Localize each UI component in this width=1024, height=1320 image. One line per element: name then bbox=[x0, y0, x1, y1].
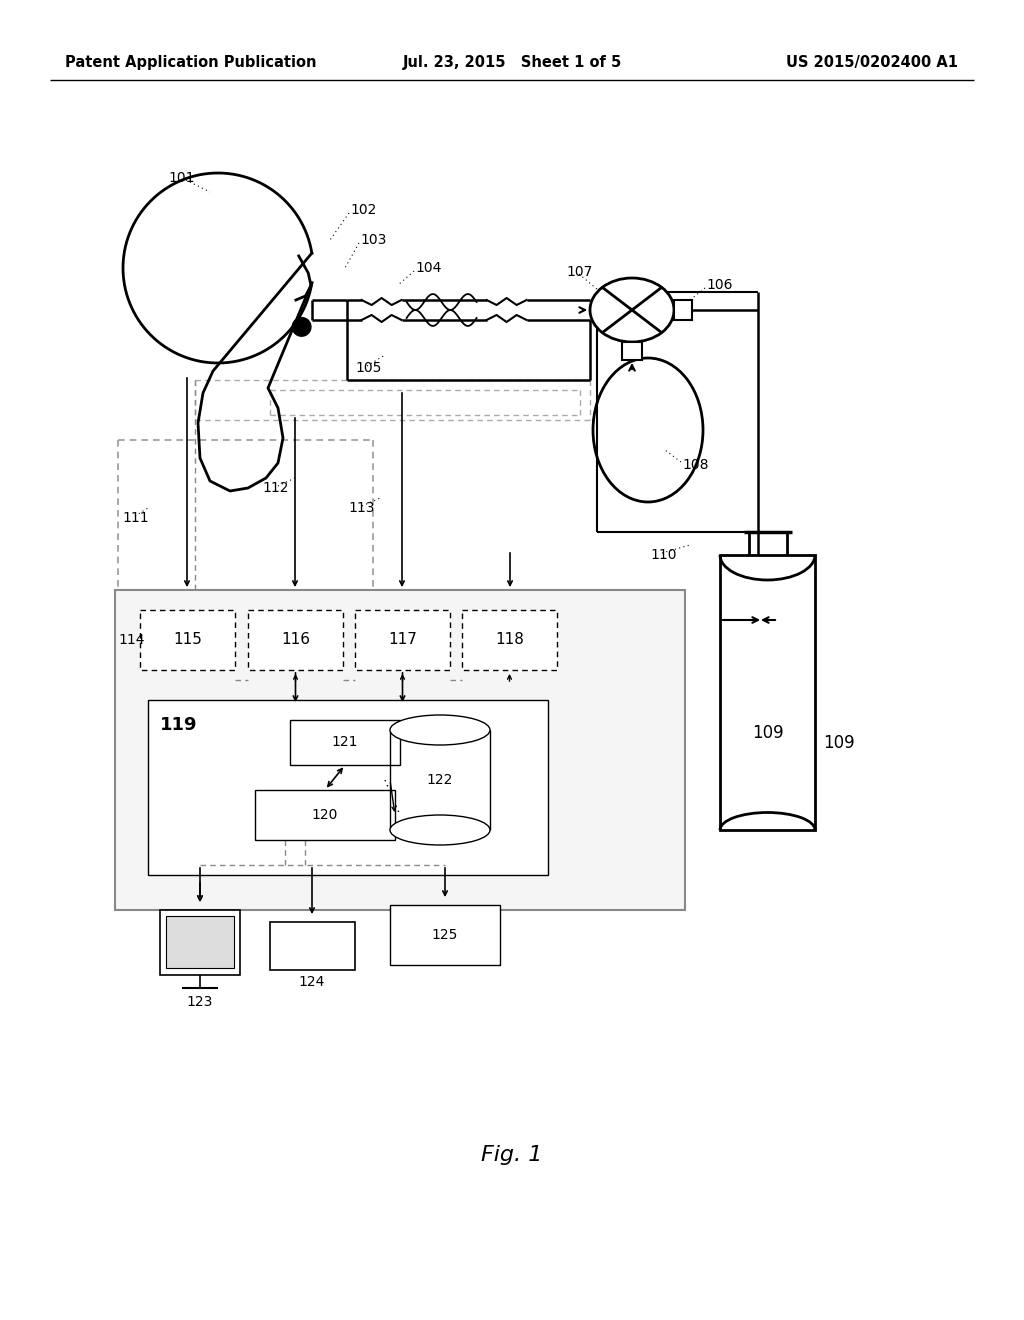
Text: 125: 125 bbox=[432, 928, 458, 942]
Text: Fig. 1: Fig. 1 bbox=[481, 1144, 543, 1166]
Bar bbox=[255, 789, 395, 840]
Text: 102: 102 bbox=[350, 203, 377, 216]
Text: 121: 121 bbox=[332, 735, 358, 750]
Bar bbox=[674, 300, 692, 319]
Text: 124: 124 bbox=[299, 975, 326, 989]
Bar bbox=[140, 610, 234, 671]
Text: 118: 118 bbox=[495, 632, 524, 648]
Text: 105: 105 bbox=[355, 360, 381, 375]
Text: 114: 114 bbox=[118, 634, 144, 647]
Text: 111: 111 bbox=[122, 511, 148, 525]
Text: 113: 113 bbox=[348, 502, 375, 515]
Bar bbox=[248, 610, 343, 671]
Text: 119: 119 bbox=[160, 715, 198, 734]
Bar bbox=[720, 554, 815, 830]
Text: 115: 115 bbox=[173, 632, 202, 648]
Ellipse shape bbox=[390, 814, 490, 845]
Ellipse shape bbox=[390, 715, 490, 744]
Text: 122: 122 bbox=[427, 774, 454, 787]
Ellipse shape bbox=[593, 358, 703, 502]
Bar bbox=[148, 700, 548, 875]
Bar bbox=[166, 916, 234, 968]
Text: 109: 109 bbox=[752, 723, 783, 742]
Text: 110: 110 bbox=[650, 548, 677, 562]
Bar bbox=[270, 921, 355, 970]
Ellipse shape bbox=[590, 279, 674, 342]
Bar bbox=[115, 590, 685, 909]
Text: US 2015/0202400 A1: US 2015/0202400 A1 bbox=[786, 54, 958, 70]
Bar bbox=[462, 610, 557, 671]
Text: Jul. 23, 2015   Sheet 1 of 5: Jul. 23, 2015 Sheet 1 of 5 bbox=[402, 54, 622, 70]
Text: 116: 116 bbox=[281, 632, 310, 648]
Bar bbox=[160, 909, 240, 975]
Text: Patent Application Publication: Patent Application Publication bbox=[65, 54, 316, 70]
Text: 120: 120 bbox=[312, 808, 338, 822]
Text: 117: 117 bbox=[388, 632, 417, 648]
Text: 123: 123 bbox=[186, 995, 213, 1008]
Text: 107: 107 bbox=[566, 265, 592, 279]
Bar bbox=[390, 906, 500, 965]
Text: 104: 104 bbox=[415, 261, 441, 275]
Bar bbox=[355, 610, 450, 671]
Text: 101: 101 bbox=[168, 172, 195, 185]
Text: 108: 108 bbox=[682, 458, 709, 473]
Bar bbox=[290, 719, 400, 766]
Text: 112: 112 bbox=[262, 480, 289, 495]
Bar bbox=[622, 342, 642, 360]
Text: 109: 109 bbox=[823, 734, 855, 751]
Text: 103: 103 bbox=[360, 234, 386, 247]
Circle shape bbox=[292, 317, 311, 337]
Text: 106: 106 bbox=[706, 279, 732, 292]
